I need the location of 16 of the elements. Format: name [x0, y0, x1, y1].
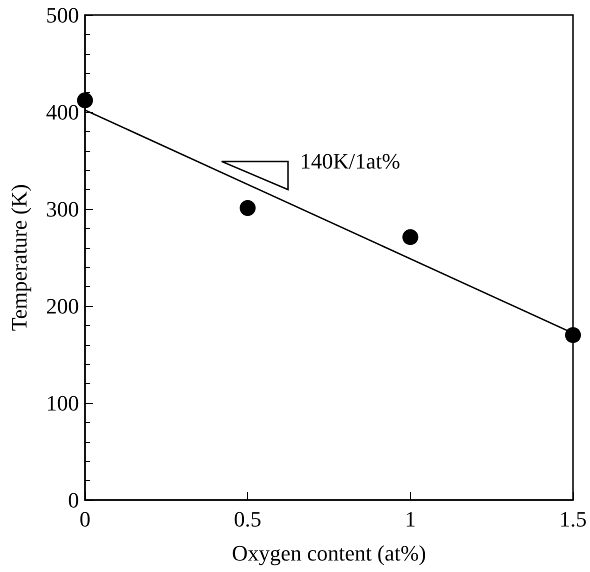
- y-tick-label: 500: [46, 2, 79, 28]
- y-tick-label: 400: [46, 100, 79, 124]
- y-tick-label: 100: [46, 390, 79, 416]
- x-tick-label: 0.5: [234, 506, 262, 532]
- y-axis-title: Temperature (K): [6, 184, 32, 331]
- x-tick-label: 1.5: [559, 506, 587, 532]
- y-tick-label: 0: [68, 488, 79, 512]
- point: [402, 229, 418, 246]
- point: [565, 327, 581, 344]
- x-tick-label: 1: [404, 506, 416, 532]
- y-tick-label: 200: [46, 294, 79, 318]
- x-axis-title: Oxygen content (at%): [232, 540, 426, 566]
- y-tick-label: 300: [46, 196, 79, 222]
- point: [77, 92, 93, 108]
- annotation: 140K/1at%: [300, 148, 400, 174]
- point: [240, 200, 256, 216]
